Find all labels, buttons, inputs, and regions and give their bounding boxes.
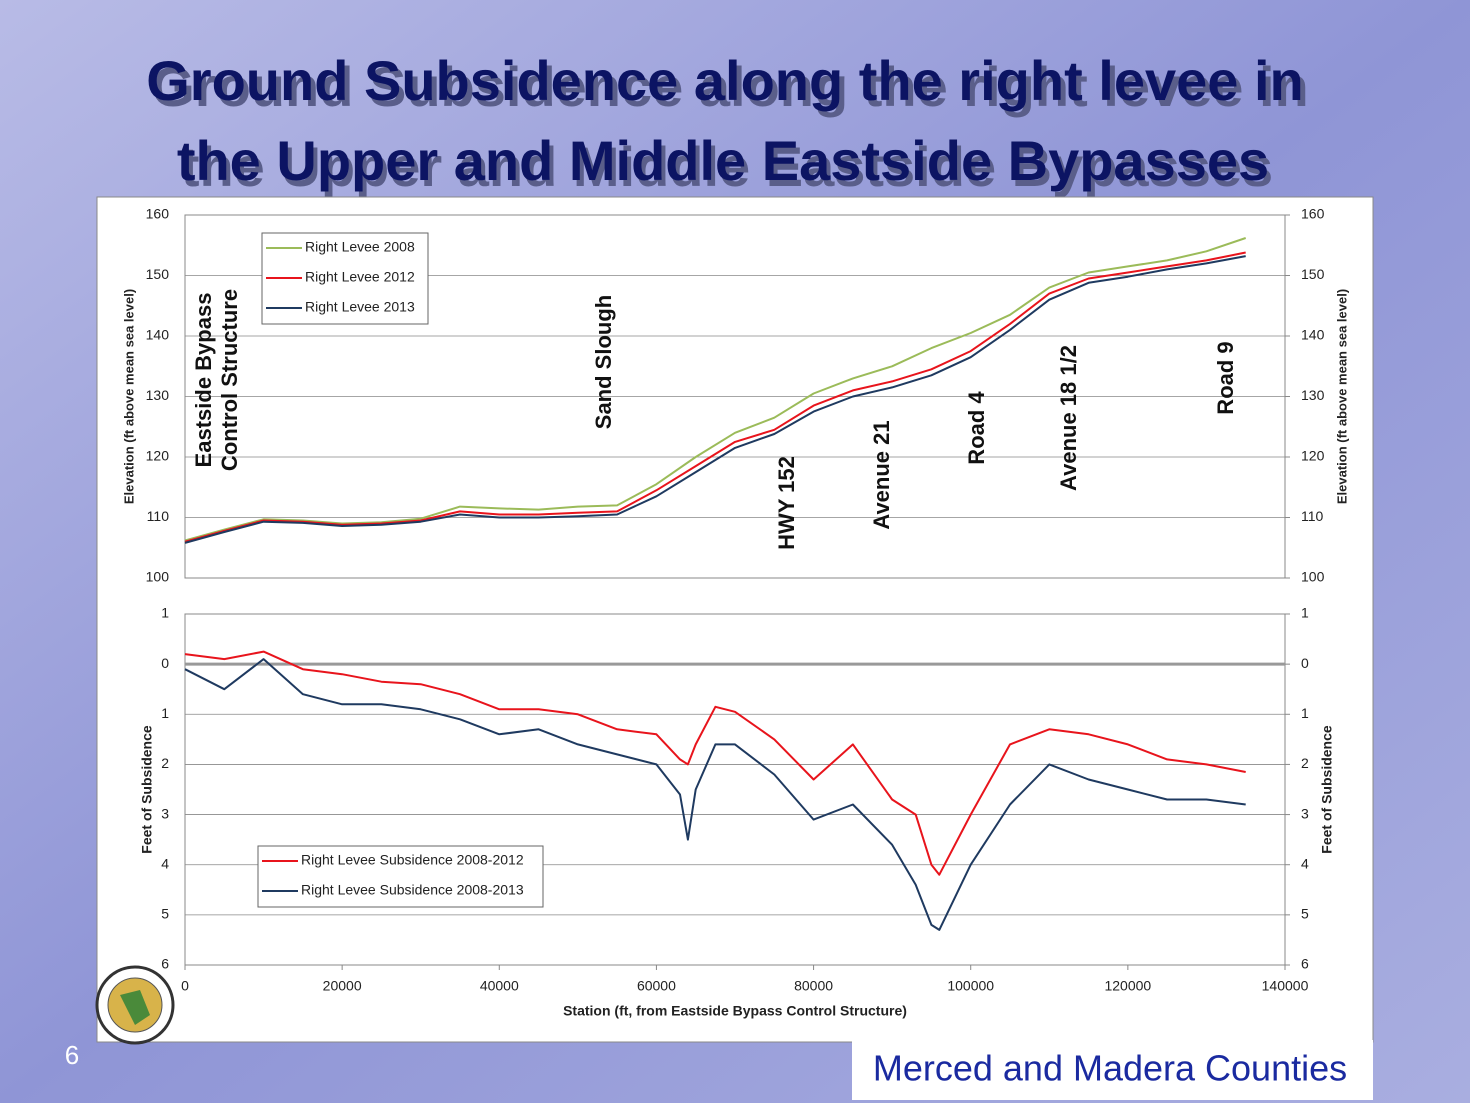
x-tick-label: 140000 [1262, 978, 1309, 994]
y-axis-label: Feet of Subsidence [139, 725, 155, 854]
y-tick-label: 150 [146, 266, 170, 282]
y-tick-label: 1 [161, 605, 169, 621]
title-shadow: Ground Subsidence along the right levee … [151, 55, 1309, 118]
x-tick-label: 20000 [323, 978, 362, 994]
y-tick-label: 140 [146, 327, 170, 343]
series-line [184, 251, 1246, 543]
footer-box [852, 1040, 1373, 1100]
y2-tick-label: 100 [1301, 569, 1325, 585]
plot-area [184, 613, 1286, 966]
y2-tick-label: 2 [1301, 755, 1309, 771]
legend-label: Right Levee Subsidence 2008-2013 [301, 882, 524, 898]
legend-label: Right Levee 2012 [305, 269, 415, 285]
y2-axis-label: Elevation (ft above mean sea level) [1334, 289, 1349, 504]
legend-box [257, 845, 544, 908]
legend-label: Right Levee 2013 [305, 299, 415, 315]
annotation: Sand Slough [591, 295, 616, 429]
y-tick-label: 100 [146, 569, 170, 585]
page-number: 6 [65, 1040, 79, 1070]
y2-tick-label: 0 [1301, 655, 1309, 671]
y2-tick-label: 160 [1301, 206, 1325, 222]
footer: Merced and Madera Counties [873, 1048, 1347, 1089]
y2-axis-label: Feet of Subsidence [1319, 725, 1335, 854]
y-tick-label: 130 [146, 387, 170, 403]
y-tick-label: 6 [161, 956, 169, 972]
y-axis-label: Elevation (ft above mean sea level) [121, 289, 136, 504]
y-tick-label: 5 [161, 906, 169, 922]
series-line [184, 658, 1246, 931]
y2-tick-label: 150 [1301, 266, 1325, 282]
y2-tick-label: 5 [1301, 906, 1309, 922]
title: Ground Subsidence along the right levee … [146, 49, 1309, 198]
y2-tick-label: 110 [1301, 508, 1324, 524]
annotation: Control Structure [217, 289, 242, 471]
annotation: Road 4 [964, 391, 989, 465]
series-line [184, 237, 1247, 542]
seal [95, 965, 175, 1045]
title-line: Ground Subsidence along the right levee … [146, 49, 1304, 112]
y-tick-label: 2 [161, 755, 169, 771]
y2-tick-label: 6 [1301, 956, 1309, 972]
y-tick-label: 120 [146, 448, 170, 464]
y-tick-label: 0 [161, 655, 169, 671]
x-tick-label: 60000 [637, 978, 676, 994]
y-tick-label: 1 [161, 705, 169, 721]
series-line [184, 255, 1246, 544]
series-line [184, 650, 1246, 876]
legend-label: Right Levee Subsidence 2008-2012 [301, 852, 524, 868]
x-tick-label: 0 [181, 978, 189, 994]
annotation: Avenue 21 [869, 420, 894, 529]
seal-map [120, 990, 150, 1025]
legend-label: Right Levee 2008 [305, 239, 415, 255]
y2-tick-label: 4 [1301, 855, 1309, 871]
annotation: Road 9 [1213, 341, 1238, 414]
x-axis-label: Station (ft, from Eastside Bypass Contro… [563, 1003, 907, 1019]
y-tick-label: 3 [161, 805, 169, 821]
x-tick-label: 100000 [947, 978, 994, 994]
y2-tick-label: 1 [1301, 605, 1309, 621]
y-tick-label: 160 [146, 206, 170, 222]
y2-tick-label: 130 [1301, 387, 1325, 403]
y2-tick-label: 120 [1301, 448, 1325, 464]
annotation: HWY 152 [774, 456, 799, 550]
annotation: Eastside Bypass [191, 293, 216, 468]
y2-tick-label: 1 [1301, 705, 1309, 721]
annotation: Avenue 18 1/2 [1056, 345, 1081, 491]
y2-tick-label: 140 [1301, 327, 1325, 343]
title-shadow: the Upper and Middle Eastside Bypasses [181, 135, 1273, 198]
y2-tick-label: 3 [1301, 805, 1309, 821]
y-tick-label: 110 [147, 508, 170, 524]
x-tick-label: 120000 [1104, 978, 1151, 994]
title-line: the Upper and Middle Eastside Bypasses [177, 129, 1269, 192]
y-tick-label: 4 [161, 855, 169, 871]
x-tick-label: 80000 [794, 978, 833, 994]
x-tick-label: 40000 [480, 978, 519, 994]
